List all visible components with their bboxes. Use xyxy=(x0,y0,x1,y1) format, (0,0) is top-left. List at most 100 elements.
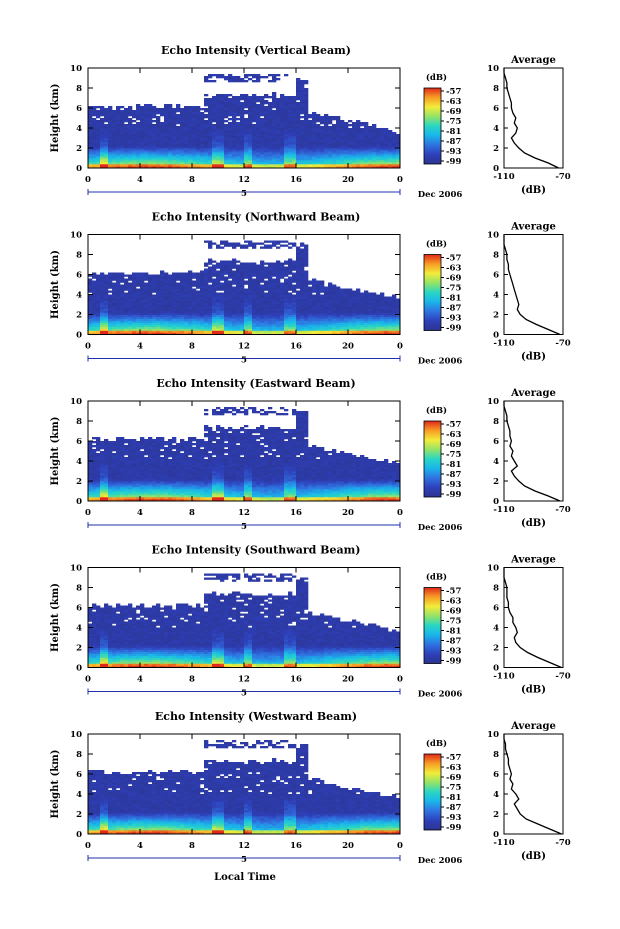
heatmap-cell xyxy=(388,146,393,149)
heatmap-cell xyxy=(276,278,281,281)
heatmap-cell xyxy=(204,288,209,291)
heatmap-cell xyxy=(172,314,177,317)
heatmap-cell xyxy=(164,282,169,285)
heatmap-cell xyxy=(104,314,109,317)
heatmap-cell xyxy=(228,242,233,245)
heatmap-cell xyxy=(216,162,221,165)
heatmap-cell xyxy=(140,322,145,325)
heatmap-cell xyxy=(120,296,125,299)
heatmap-cell xyxy=(200,304,205,307)
heatmap-cell xyxy=(100,164,105,167)
heatmap-cell xyxy=(96,128,101,131)
heatmap-cell xyxy=(228,292,233,295)
heatmap-cell xyxy=(384,330,389,333)
y-tick-label: 0 xyxy=(76,331,82,341)
heatmap-cell xyxy=(212,282,217,285)
heatmap-cell xyxy=(332,328,337,331)
heatmap-cell xyxy=(256,108,261,111)
heatmap-cell xyxy=(124,318,129,321)
y-tick-label: 10 xyxy=(70,64,82,74)
heatmap-cell xyxy=(192,150,197,153)
heatmap-cell xyxy=(280,298,285,301)
heatmap-cell xyxy=(96,144,101,147)
heatmap-cell xyxy=(100,148,105,151)
heatmap-cell xyxy=(368,126,373,129)
heatmap-cell xyxy=(244,102,249,105)
heatmap-cell xyxy=(320,146,325,149)
heatmap-cell xyxy=(264,320,269,323)
avg-x-tick-label: -70 xyxy=(555,339,570,349)
heatmap-cell xyxy=(240,152,245,155)
heatmap-cell xyxy=(260,280,265,283)
heatmap-cell xyxy=(184,116,189,119)
heatmap-cell xyxy=(192,284,197,287)
heatmap-cell xyxy=(332,304,337,307)
heatmap-cell xyxy=(324,124,329,127)
heatmap-cell xyxy=(172,324,177,327)
heatmap-cell xyxy=(288,318,293,321)
heatmap-cell xyxy=(220,304,225,307)
heatmap-cell xyxy=(100,134,105,137)
heatmap-cell xyxy=(300,110,305,113)
heatmap-cell xyxy=(184,280,189,283)
heatmap-cell xyxy=(260,154,265,157)
heatmap-cell xyxy=(132,128,137,131)
heatmap-cell xyxy=(152,140,157,143)
heatmap-cell xyxy=(232,244,237,247)
heatmap-cell xyxy=(380,166,385,169)
heatmap-cell xyxy=(252,246,257,249)
heatmap-cell xyxy=(196,120,201,123)
heatmap-cell xyxy=(304,80,309,83)
heatmap-cell xyxy=(288,310,293,313)
heatmap-cell xyxy=(220,130,225,133)
heatmap-cell xyxy=(148,156,153,159)
heatmap-cell xyxy=(112,282,117,285)
heatmap-cell xyxy=(264,300,269,303)
heatmap-cell xyxy=(224,76,229,79)
heatmap-cell xyxy=(324,146,329,149)
heatmap-cell xyxy=(396,138,401,141)
heatmap-cell xyxy=(264,146,269,149)
heatmap-cell xyxy=(216,142,221,145)
heatmap-cell xyxy=(116,124,121,127)
heatmap-cell xyxy=(148,118,153,121)
heatmap-cell xyxy=(272,102,277,105)
heatmap-cell xyxy=(120,280,125,283)
heatmap-cell xyxy=(232,266,237,269)
heatmap-cell xyxy=(200,132,205,135)
heatmap-cell xyxy=(300,104,305,107)
heatmap-cell xyxy=(132,134,137,137)
x-tick-label: 8 xyxy=(189,175,195,185)
heatmap-cell xyxy=(356,332,361,335)
heatmap-cell xyxy=(196,284,201,287)
heatmap-cell xyxy=(92,314,97,317)
heatmap-cell xyxy=(164,110,169,113)
heatmap-cell xyxy=(88,110,93,113)
heatmap-cell xyxy=(100,144,105,147)
heatmap-cell xyxy=(328,290,333,293)
heatmap-cell xyxy=(112,276,117,279)
heatmap-cell xyxy=(304,276,309,279)
heatmap-cell xyxy=(348,132,353,135)
heatmap-cell xyxy=(256,126,261,129)
heatmap-cell xyxy=(216,110,221,113)
heatmap-cell xyxy=(304,286,309,289)
heatmap-cell xyxy=(140,318,145,321)
heatmap-cell xyxy=(284,282,289,285)
heatmap-cell xyxy=(100,130,105,133)
heatmap-cell xyxy=(340,320,345,323)
heatmap-cell xyxy=(112,320,117,323)
heatmap-cell xyxy=(136,292,141,295)
heatmap-cell xyxy=(172,146,177,149)
heatmap-cell xyxy=(88,130,93,133)
heatmap-cell xyxy=(236,274,241,277)
heatmap-cell xyxy=(304,250,309,253)
heatmap-cell xyxy=(176,116,181,119)
heatmap-cell xyxy=(164,316,169,319)
heatmap-cell xyxy=(308,166,313,169)
heatmap-cell xyxy=(288,320,293,323)
heatmap-cell xyxy=(204,110,209,113)
heatmap-cell xyxy=(244,144,249,147)
x-tick-label: 4 xyxy=(137,342,143,352)
heatmap-cell xyxy=(92,481,97,484)
